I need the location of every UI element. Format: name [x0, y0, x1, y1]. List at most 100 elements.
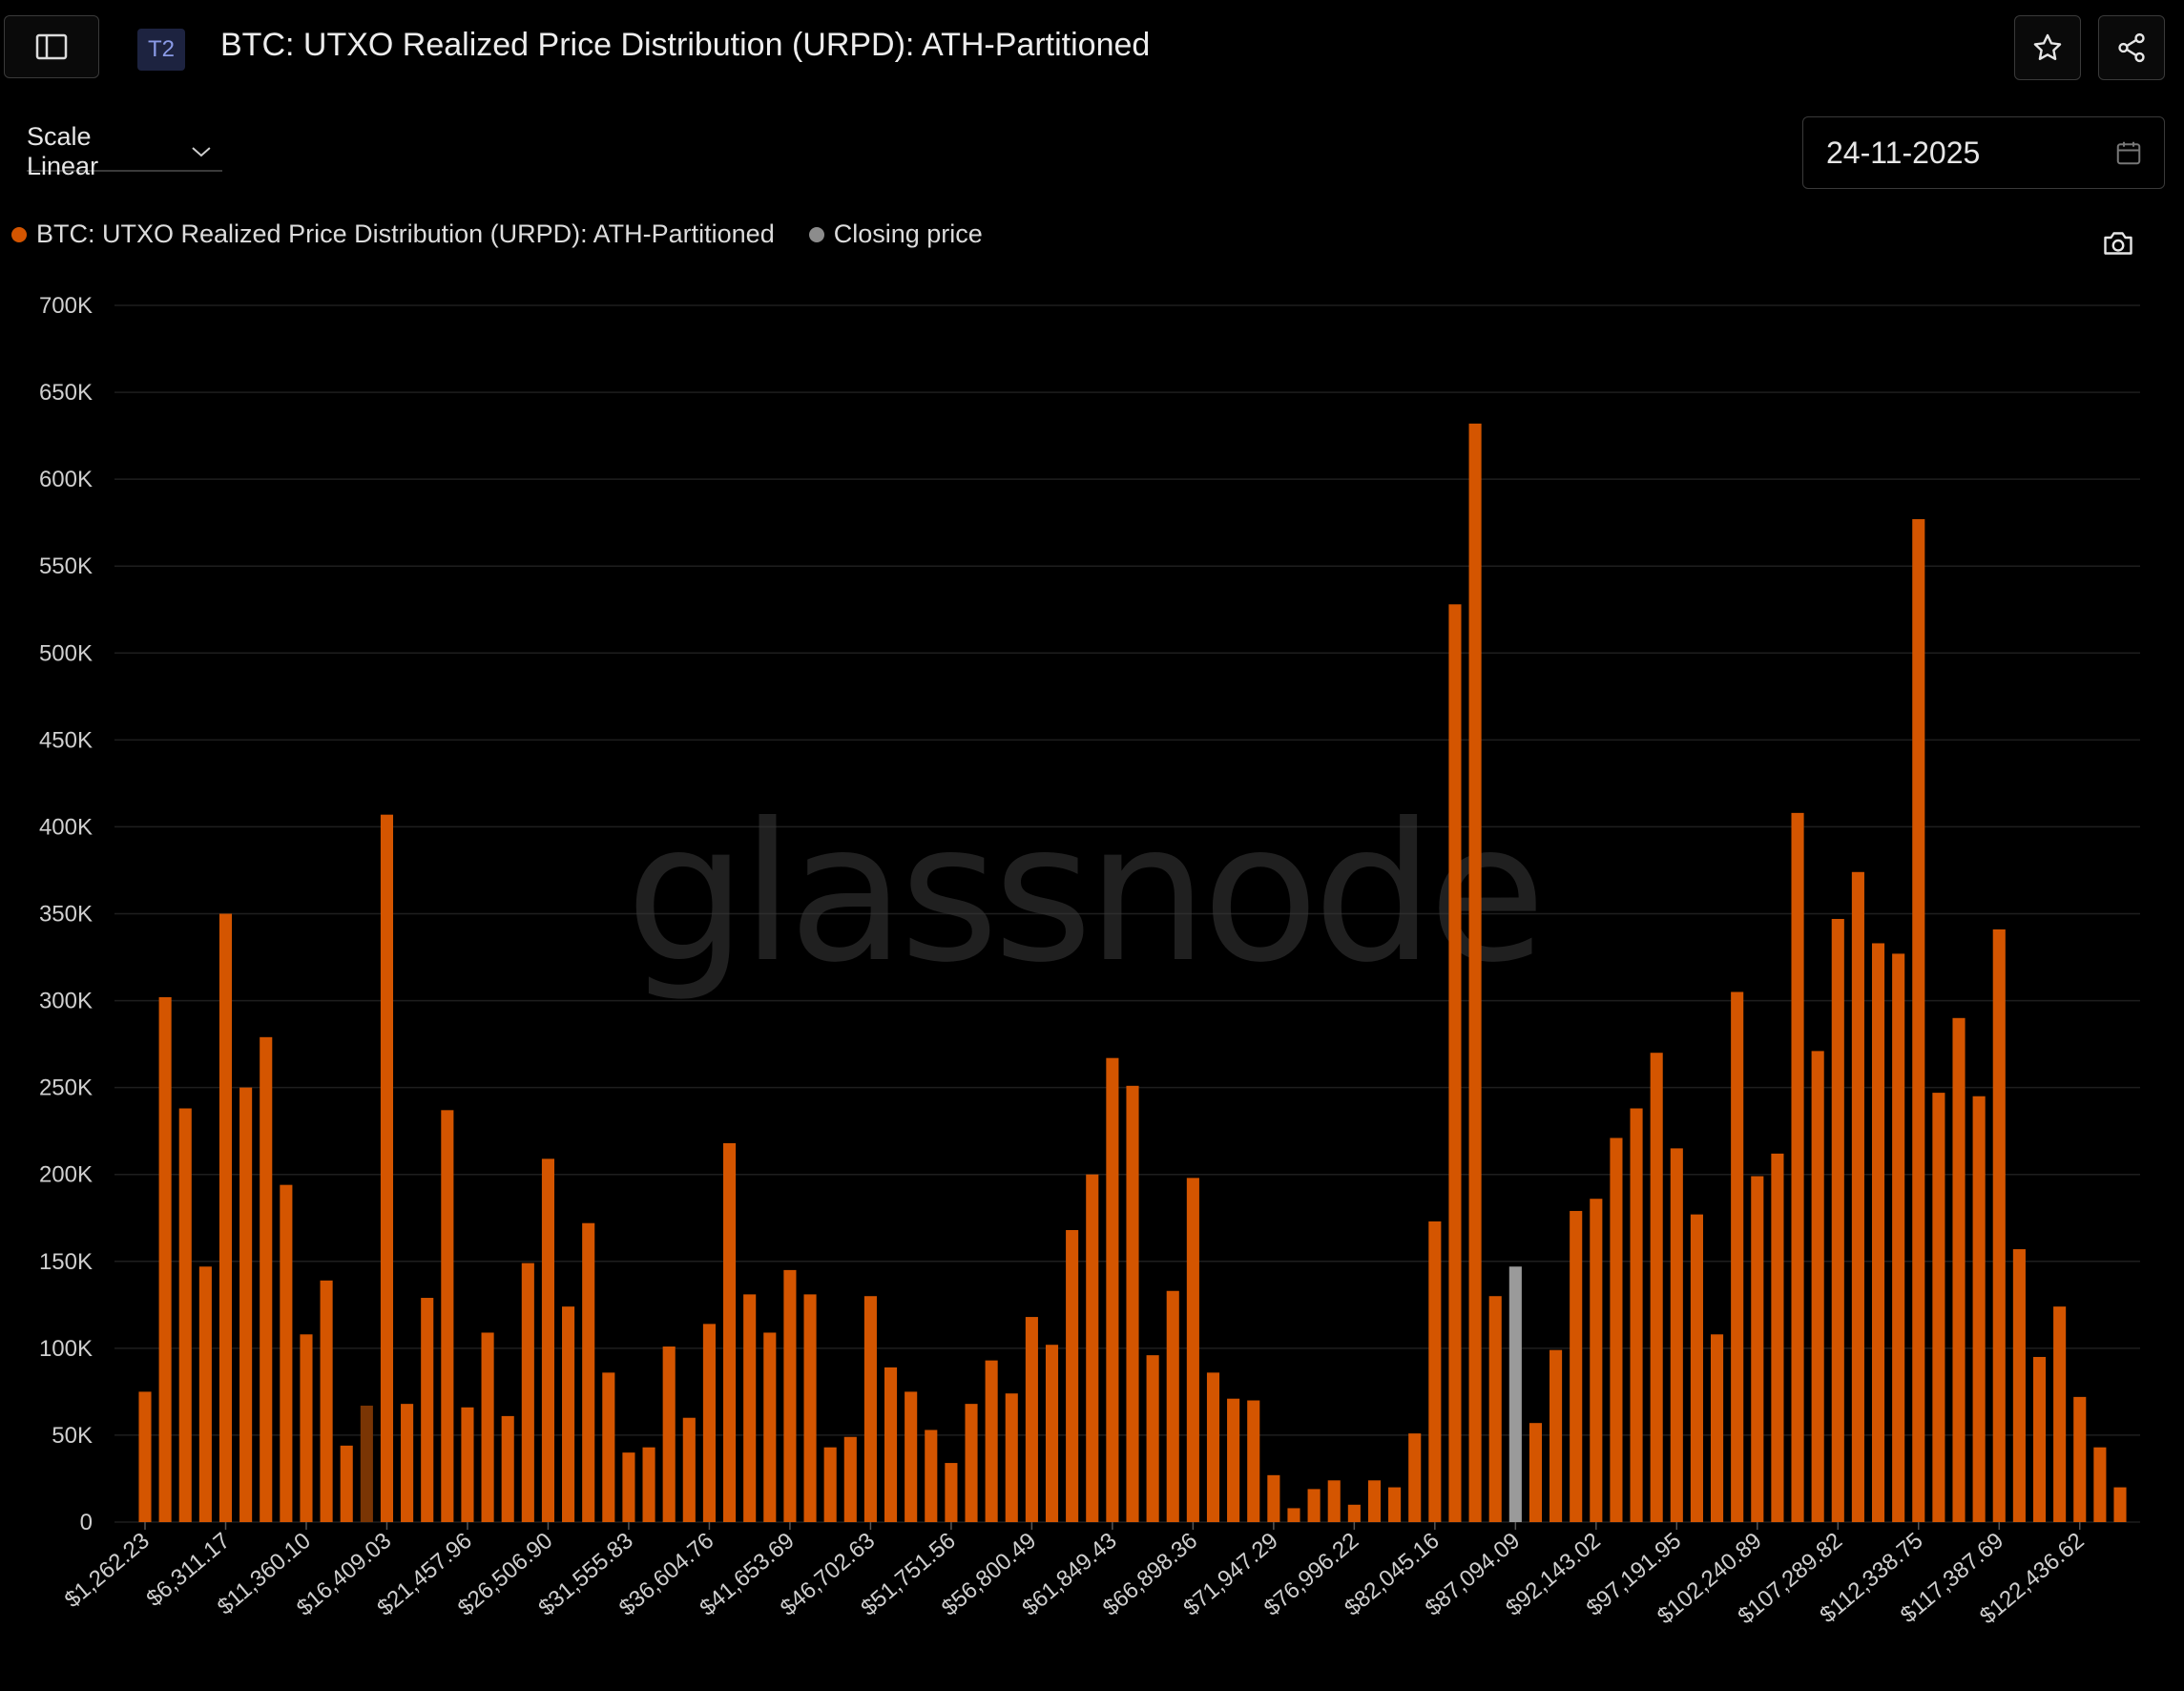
urpd-bar[interactable] [1791, 812, 1804, 1522]
urpd-bar[interactable] [1468, 423, 1482, 1522]
urpd-bar[interactable] [1972, 1096, 1986, 1522]
urpd-bar[interactable] [1186, 1178, 1199, 1522]
urpd-bar[interactable] [1570, 1210, 1583, 1522]
urpd-bar[interactable] [945, 1463, 958, 1522]
urpd-bar[interactable] [421, 1298, 434, 1522]
urpd-bar[interactable] [1831, 918, 1844, 1522]
urpd-bar[interactable] [1851, 871, 1864, 1522]
urpd-bar[interactable] [925, 1430, 938, 1522]
urpd-bar[interactable] [1488, 1296, 1502, 1522]
urpd-bar[interactable] [1066, 1230, 1079, 1522]
urpd-bar[interactable] [1367, 1480, 1382, 1522]
urpd-bar[interactable] [905, 1391, 918, 1522]
urpd-bar[interactable] [662, 1347, 676, 1522]
urpd-bar[interactable] [380, 814, 394, 1522]
urpd-bar[interactable] [1126, 1085, 1139, 1522]
urpd-bar[interactable] [441, 1110, 454, 1522]
legend-item-urpd[interactable]: BTC: UTXO Realized Price Distribution (U… [11, 219, 775, 249]
urpd-bar[interactable] [1952, 1017, 1966, 1522]
urpd-bar[interactable] [2073, 1396, 2087, 1522]
urpd-bar[interactable] [642, 1447, 655, 1522]
urpd-bar[interactable] [1347, 1504, 1361, 1522]
urpd-bar[interactable] [521, 1263, 534, 1522]
urpd-bar[interactable] [1227, 1398, 1240, 1522]
urpd-bar[interactable] [541, 1159, 554, 1522]
date-picker[interactable]: 24-11-2025 [1802, 116, 2165, 189]
urpd-bar[interactable] [682, 1417, 696, 1522]
urpd-bar[interactable] [138, 1391, 152, 1522]
urpd-bar[interactable] [461, 1407, 474, 1522]
urpd-bar[interactable] [2053, 1306, 2067, 1522]
urpd-bar[interactable] [1529, 1423, 1542, 1522]
urpd-bar[interactable] [1610, 1138, 1623, 1522]
urpd-bar[interactable] [1892, 953, 1905, 1522]
urpd-bar[interactable] [1690, 1214, 1703, 1522]
urpd-bar[interactable] [320, 1280, 333, 1522]
urpd-bar[interactable] [702, 1324, 716, 1522]
urpd-bar[interactable] [1005, 1393, 1018, 1522]
screenshot-button[interactable] [2101, 229, 2135, 262]
urpd-bar[interactable] [1106, 1057, 1119, 1522]
urpd-bar[interactable] [1428, 1221, 1442, 1522]
urpd-bar[interactable] [1287, 1508, 1300, 1522]
urpd-bar[interactable] [602, 1372, 615, 1522]
urpd-bar[interactable] [843, 1436, 857, 1522]
urpd-bar[interactable] [300, 1334, 313, 1522]
urpd-bar[interactable] [239, 1087, 253, 1522]
urpd-bar[interactable] [1711, 1334, 1724, 1522]
urpd-bar[interactable] [1045, 1345, 1059, 1522]
urpd-bar[interactable] [1992, 929, 2006, 1522]
urpd-bar[interactable] [863, 1296, 877, 1522]
urpd-bar[interactable] [582, 1222, 595, 1522]
urpd-bar[interactable] [2012, 1249, 2026, 1522]
urpd-bar[interactable] [1751, 1176, 1764, 1522]
urpd-bar[interactable] [178, 1108, 192, 1523]
urpd-bar[interactable] [562, 1306, 575, 1522]
urpd-bar[interactable] [783, 1269, 797, 1522]
urpd-bar[interactable] [501, 1415, 514, 1522]
urpd-bar[interactable] [985, 1360, 998, 1522]
urpd-bar[interactable] [1086, 1174, 1099, 1522]
urpd-bar[interactable] [218, 913, 233, 1523]
urpd-bar[interactable] [743, 1294, 757, 1522]
urpd-bar[interactable] [360, 1405, 373, 1522]
urpd-bar[interactable] [1166, 1290, 1179, 1522]
urpd-bar[interactable] [723, 1142, 737, 1522]
urpd-bar[interactable] [1871, 943, 1885, 1522]
urpd-bar[interactable] [1771, 1153, 1784, 1522]
urpd-bar[interactable] [823, 1447, 837, 1522]
share-button[interactable] [2098, 15, 2165, 80]
urpd-bar[interactable] [1630, 1108, 1643, 1523]
urpd-bar[interactable] [1650, 1053, 1663, 1522]
urpd-bar[interactable] [1448, 604, 1462, 1522]
urpd-bar[interactable] [340, 1445, 353, 1522]
urpd-bar[interactable] [2093, 1447, 2107, 1522]
urpd-bar[interactable] [1912, 519, 1925, 1522]
urpd-bar[interactable] [965, 1404, 978, 1522]
urpd-bar[interactable] [884, 1367, 898, 1522]
urpd-bar[interactable] [1206, 1372, 1220, 1522]
urpd-bar[interactable] [198, 1266, 212, 1522]
favorite-button[interactable] [2014, 15, 2081, 80]
urpd-bar[interactable] [1550, 1349, 1563, 1522]
urpd-bar[interactable] [1267, 1474, 1280, 1522]
urpd-bar[interactable] [1932, 1093, 1945, 1522]
urpd-bar[interactable] [1408, 1433, 1422, 1522]
legend-item-closing-price[interactable]: Closing price [808, 219, 983, 249]
urpd-bar[interactable] [1307, 1489, 1321, 1522]
urpd-bar[interactable] [2113, 1487, 2127, 1522]
sidebar-toggle-button[interactable] [4, 15, 99, 78]
urpd-bar[interactable] [1590, 1199, 1603, 1522]
urpd-bar[interactable] [1731, 992, 1744, 1522]
closing-price-bar[interactable] [1508, 1266, 1522, 1522]
urpd-bar[interactable] [481, 1332, 494, 1522]
urpd-bar[interactable] [1247, 1400, 1260, 1523]
urpd-bar[interactable] [280, 1184, 293, 1522]
scale-select[interactable]: Scale Linear [27, 122, 222, 180]
urpd-bar[interactable] [1327, 1480, 1341, 1522]
urpd-bar[interactable] [1388, 1487, 1402, 1522]
urpd-bar[interactable] [622, 1452, 635, 1522]
urpd-bar[interactable] [803, 1294, 817, 1522]
urpd-bar[interactable] [1025, 1317, 1038, 1522]
urpd-bar[interactable] [401, 1404, 414, 1522]
